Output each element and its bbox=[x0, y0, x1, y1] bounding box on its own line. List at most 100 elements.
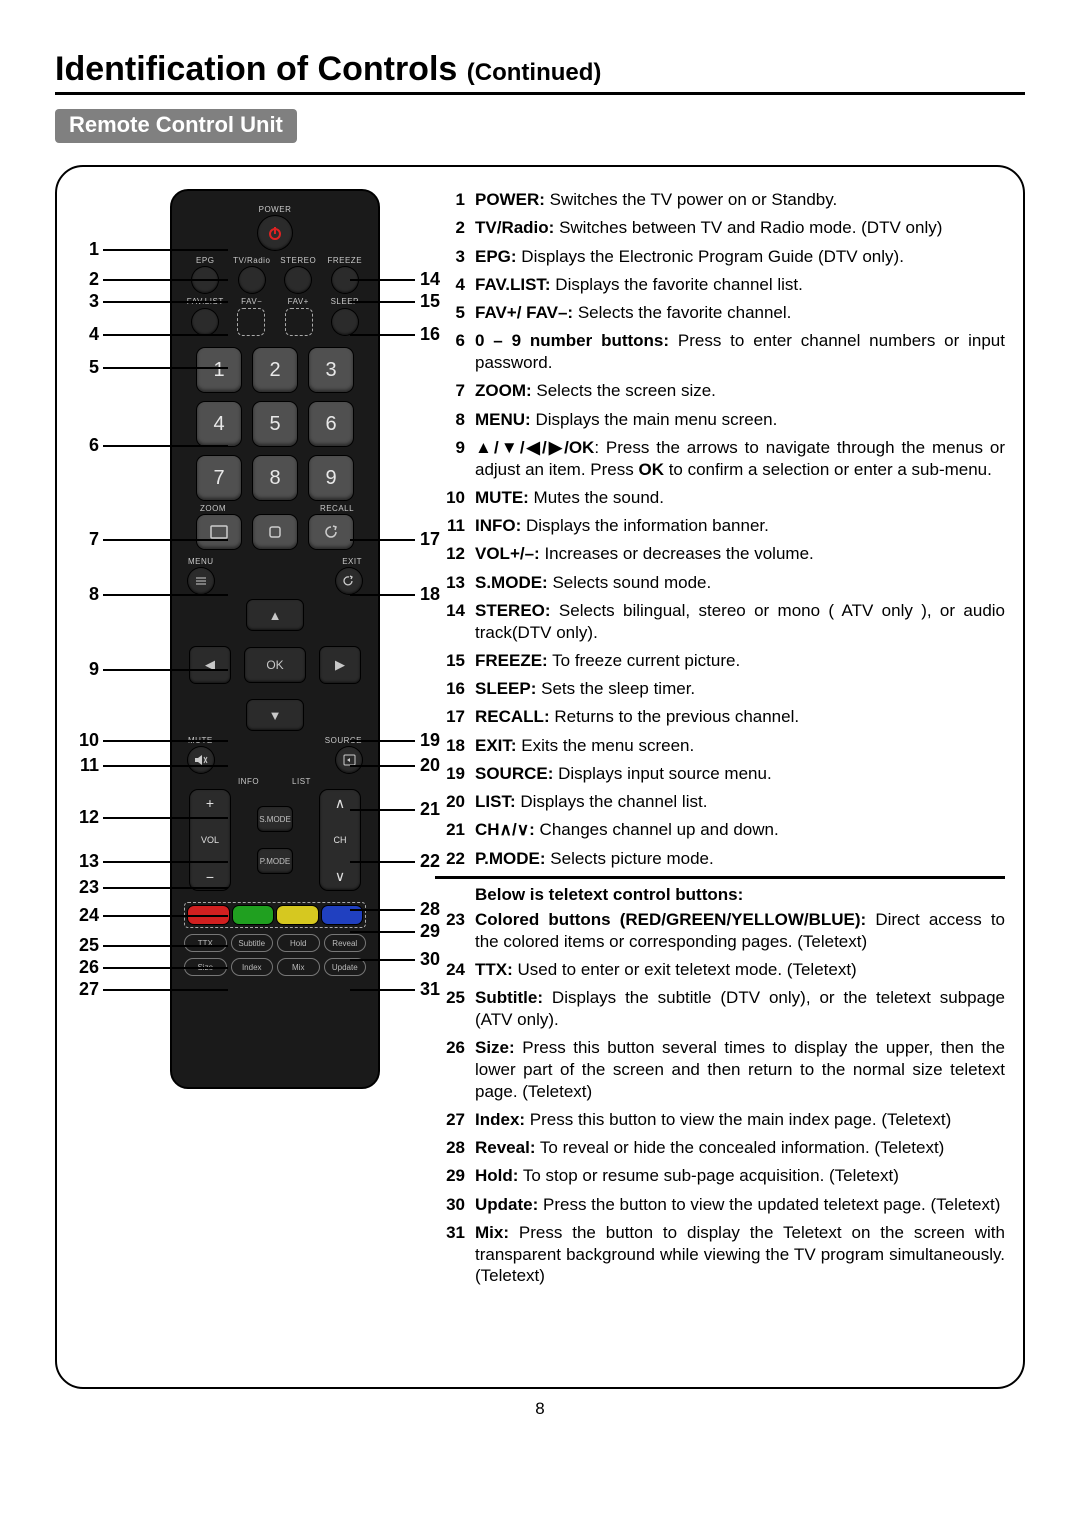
callout-line-25 bbox=[103, 945, 228, 947]
number-9-button[interactable]: 9 bbox=[309, 456, 353, 500]
rocker-row: +VOL− S.MODE P.MODE ∧CH∨ bbox=[182, 790, 368, 890]
desc-body: ZOOM: Selects the screen size. bbox=[475, 380, 1005, 402]
desc-num: 14 bbox=[435, 600, 475, 644]
nav-right-button[interactable]: ▶ bbox=[320, 647, 360, 683]
recall-label: RECALL bbox=[306, 504, 368, 513]
favminus-button[interactable] bbox=[237, 308, 265, 336]
number-1-button[interactable]: 1 bbox=[197, 348, 241, 392]
desc-body: Subtitle: Displays the subtitle (DTV onl… bbox=[475, 987, 1005, 1031]
desc-num: 17 bbox=[435, 706, 475, 728]
callout-16: 16 bbox=[420, 325, 440, 343]
ttx-reveal-button[interactable]: Reveal bbox=[324, 934, 367, 952]
desc-body: Reveal: To reveal or hide the concealed … bbox=[475, 1137, 1005, 1159]
number-8-button[interactable]: 8 bbox=[253, 456, 297, 500]
desc-item-31: 31Mix: Press the button to display the T… bbox=[435, 1222, 1005, 1287]
number-5-button[interactable]: 5 bbox=[253, 402, 297, 446]
callout-line-23 bbox=[103, 887, 228, 889]
color-button-green[interactable] bbox=[233, 906, 274, 924]
nav-down-button[interactable]: ▼ bbox=[247, 700, 303, 730]
ttx-ttx-button[interactable]: TTX bbox=[184, 934, 227, 952]
callout-18: 18 bbox=[420, 585, 440, 603]
nav-left-button[interactable]: ◀ bbox=[190, 647, 230, 683]
volume-rocker[interactable]: +VOL− bbox=[190, 790, 230, 890]
desc-item-23: 23Colored buttons (RED/GREEN/YELLOW/BLUE… bbox=[435, 909, 1005, 953]
smode-button[interactable]: S.MODE bbox=[258, 807, 292, 831]
desc-body: S.MODE: Selects sound mode. bbox=[475, 572, 1005, 594]
callout-line-18 bbox=[350, 594, 415, 596]
menu-button[interactable] bbox=[188, 568, 214, 594]
desc-body: LIST: Displays the channel list. bbox=[475, 791, 1005, 813]
desc-num: 16 bbox=[435, 678, 475, 700]
ttx-mix-button[interactable]: Mix bbox=[277, 958, 320, 976]
recall-button[interactable] bbox=[309, 515, 353, 549]
desc-item-17: 17RECALL: Returns to the previous channe… bbox=[435, 706, 1005, 728]
desc-item-5: 5FAV+/ FAV–: Selects the favorite channe… bbox=[435, 302, 1005, 324]
callout-line-4 bbox=[103, 334, 228, 336]
desc-body: EPG: Displays the Electronic Program Gui… bbox=[475, 246, 1005, 268]
number-3-button[interactable]: 3 bbox=[309, 348, 353, 392]
content-frame: POWER EPG TV/Radio STEREO FREEZE bbox=[55, 165, 1025, 1389]
desc-item-24: 24TTX: Used to enter or exit teletext mo… bbox=[435, 959, 1005, 981]
desc-num: 27 bbox=[435, 1109, 475, 1131]
callout-29: 29 bbox=[420, 922, 440, 940]
desc-body: POWER: Switches the TV power on or Stand… bbox=[475, 189, 1005, 211]
callout-20: 20 bbox=[420, 756, 440, 774]
callout-25: 25 bbox=[75, 936, 99, 954]
color-button-yellow[interactable] bbox=[277, 906, 318, 924]
callout-line-26 bbox=[103, 967, 228, 969]
callout-2: 2 bbox=[75, 270, 99, 288]
desc-item-8: 8MENU: Displays the main menu screen. bbox=[435, 409, 1005, 431]
nav-up-button[interactable]: ▲ bbox=[247, 600, 303, 630]
mute-button[interactable] bbox=[188, 747, 214, 773]
desc-num: 19 bbox=[435, 763, 475, 785]
zero-button[interactable] bbox=[253, 515, 297, 549]
stereo-button[interactable] bbox=[285, 267, 311, 293]
callout-line-31 bbox=[350, 989, 415, 991]
desc-num: 24 bbox=[435, 959, 475, 981]
power-button[interactable] bbox=[258, 216, 292, 250]
ok-button[interactable]: OK bbox=[245, 648, 305, 682]
desc-item-15: 15FREEZE: To freeze current picture. bbox=[435, 650, 1005, 672]
callout-line-14 bbox=[350, 279, 415, 281]
number-2-button[interactable]: 2 bbox=[253, 348, 297, 392]
info-label: INFO bbox=[229, 777, 269, 786]
tvradio-button[interactable] bbox=[239, 267, 265, 293]
callout-line-19 bbox=[350, 740, 415, 742]
desc-body: P.MODE: Selects picture mode. bbox=[475, 848, 1005, 870]
callout-line-1 bbox=[103, 249, 228, 251]
desc-body: RECALL: Returns to the previous channel. bbox=[475, 706, 1005, 728]
exit-button[interactable] bbox=[336, 568, 362, 594]
pmode-button[interactable]: P.MODE bbox=[258, 849, 292, 873]
desc-num: 21 bbox=[435, 819, 475, 841]
callout-1: 1 bbox=[75, 240, 99, 258]
desc-body: MUTE: Mutes the sound. bbox=[475, 487, 1005, 509]
desc-num: 18 bbox=[435, 735, 475, 757]
desc-item-9: 9▲/▼/◀/▶/OK: Press the arrows to navigat… bbox=[435, 437, 1005, 481]
callout-17: 17 bbox=[420, 530, 440, 548]
callout-line-30 bbox=[350, 959, 415, 961]
ttx-hold-button[interactable]: Hold bbox=[277, 934, 320, 952]
favlist-button[interactable] bbox=[192, 309, 218, 335]
number-4-button[interactable]: 4 bbox=[197, 402, 241, 446]
ttx-subtitle-button[interactable]: Subtitle bbox=[231, 934, 274, 952]
desc-num: 7 bbox=[435, 380, 475, 402]
desc-item-30: 30Update: Press the button to view the u… bbox=[435, 1194, 1005, 1216]
desc-num: 28 bbox=[435, 1137, 475, 1159]
callout-line-6 bbox=[103, 445, 228, 447]
desc-item-13: 13S.MODE: Selects sound mode. bbox=[435, 572, 1005, 594]
channel-rocker[interactable]: ∧CH∨ bbox=[320, 790, 360, 890]
callout-line-11 bbox=[103, 765, 228, 767]
desc-num: 2 bbox=[435, 217, 475, 239]
source-button[interactable] bbox=[336, 747, 362, 773]
number-7-button[interactable]: 7 bbox=[197, 456, 241, 500]
description-column: 1POWER: Switches the TV power on or Stan… bbox=[435, 189, 1005, 1369]
desc-item-29: 29Hold: To stop or resume sub-page acqui… bbox=[435, 1165, 1005, 1187]
freeze-label: FREEZE bbox=[322, 256, 369, 265]
favplus-button[interactable] bbox=[285, 308, 313, 336]
sleep-button[interactable] bbox=[332, 309, 358, 335]
zoom-button[interactable] bbox=[197, 515, 241, 549]
number-6-button[interactable]: 6 bbox=[309, 402, 353, 446]
callout-line-27 bbox=[103, 989, 228, 991]
ttx-index-button[interactable]: Index bbox=[231, 958, 274, 976]
desc-num: 29 bbox=[435, 1165, 475, 1187]
